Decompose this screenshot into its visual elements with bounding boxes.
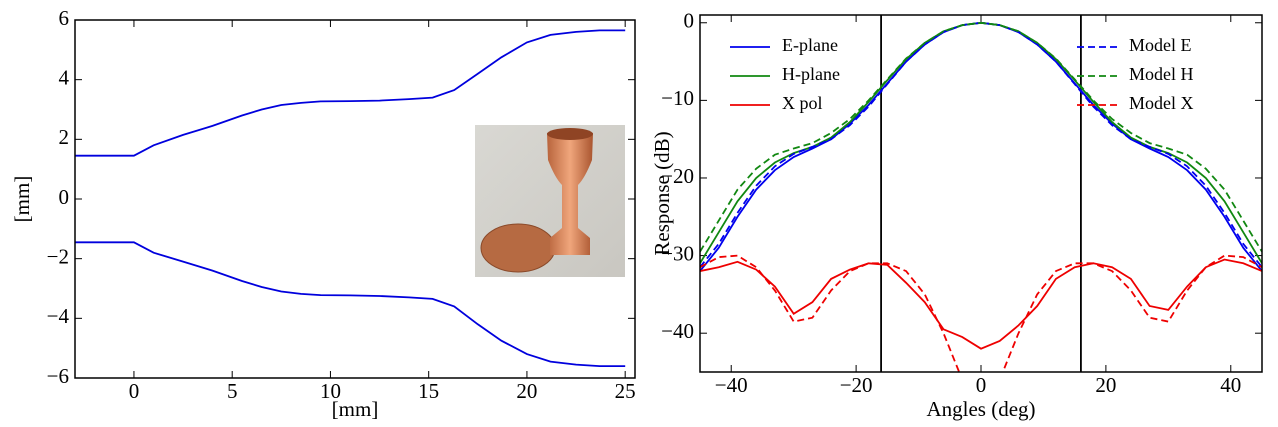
series-line (700, 21, 1262, 253)
y-tick-label: 2 (59, 125, 70, 149)
y-tick-label: −4 (47, 304, 70, 328)
x-tick-label: 5 (227, 379, 238, 403)
y-tick-label: −40 (661, 319, 694, 343)
series-line (75, 241, 626, 367)
x-tick-label: −20 (840, 373, 873, 397)
y-tick-label: −20 (661, 164, 694, 188)
photo-inset (475, 125, 625, 277)
y-tick-label: 6 (59, 6, 70, 30)
plot (700, 15, 1262, 372)
series-line (700, 258, 1262, 350)
y-tick-label: −6 (47, 364, 69, 388)
y-tick-label: 0 (59, 185, 70, 209)
legend-label: Model E (1129, 35, 1192, 55)
x-tick-label: 10 (320, 379, 341, 403)
y-axis-label: [mm] (10, 176, 34, 223)
x-tick-label: 0 (976, 373, 987, 397)
plot-frame (74, 19, 636, 379)
x-tick-label: 40 (1220, 373, 1241, 397)
legend-label: E-plane (782, 35, 838, 55)
x-axis-label: [mm] (332, 397, 379, 421)
y-tick-label: 0 (684, 9, 695, 33)
legend-label: Model H (1129, 64, 1194, 84)
legend-label: X pol (782, 93, 823, 113)
y-axis-label: Response (dB) (650, 131, 674, 255)
x-tick-label: 15 (418, 379, 439, 403)
y-tick-label: −10 (661, 86, 694, 110)
x-tick-label: 20 (1095, 373, 1116, 397)
x-tick-label: −40 (715, 373, 748, 397)
plot-frame (699, 14, 1263, 373)
y-tick-label: −30 (661, 241, 694, 265)
x-tick-label: 20 (516, 379, 537, 403)
y-tick-label: 4 (59, 65, 70, 89)
x-tick-label: 0 (129, 379, 140, 403)
series-line (75, 29, 626, 157)
series-line (700, 21, 1262, 272)
series-line (700, 21, 1262, 264)
plot (75, 29, 626, 367)
legend-label: Model X (1129, 93, 1194, 113)
legend-label: H-plane (782, 64, 840, 84)
x-tick-label: 25 (615, 379, 636, 403)
y-tick-label: −2 (47, 244, 69, 268)
x-axis-label: Angles (deg) (926, 397, 1035, 421)
series-line (700, 21, 1262, 268)
